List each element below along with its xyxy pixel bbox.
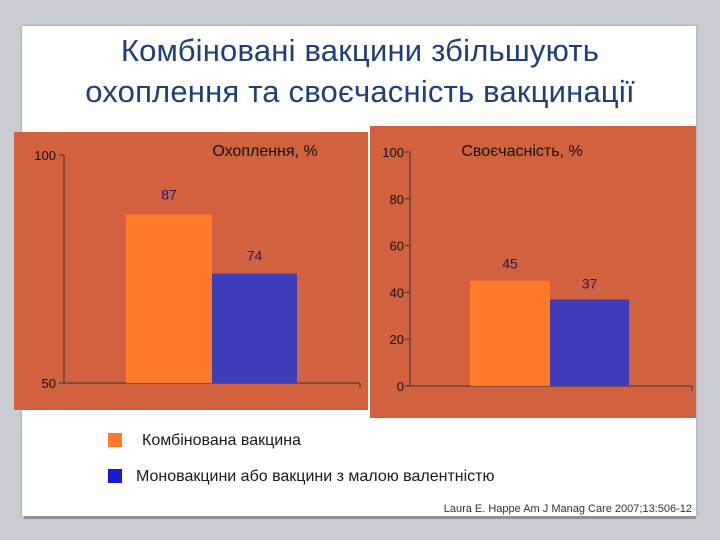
- timeliness-chart-title: Своєчасність, %: [461, 143, 582, 160]
- coverage-data-label-mono: 74: [247, 248, 263, 264]
- source-citation: Laura E. Happe Am J Manag Care 2007;13:5…: [443, 503, 692, 515]
- timeliness-y-tick-label: 0: [397, 379, 404, 394]
- legend-label-mono: Моновакцини або вакцини з малою валентні…: [136, 468, 495, 485]
- timeliness-data-label-mono: 37: [582, 275, 598, 291]
- coverage-data-label-combined: 87: [161, 186, 177, 202]
- legend-swatch-mono: [108, 469, 122, 483]
- timeliness-bar-mono: [550, 299, 629, 386]
- timeliness-y-tick-label: 40: [390, 285, 404, 300]
- timeliness-y-tick-label: 60: [390, 239, 404, 254]
- timeliness-y-tick-label: 20: [390, 332, 404, 347]
- timeliness-y-tick-label: 80: [390, 192, 404, 207]
- timeliness-data-label-combined: 45: [502, 256, 518, 272]
- slide-title: Комбіновані вакцини збільшують охоплення…: [0, 30, 720, 112]
- timeliness-y-tick-label: 100: [382, 145, 404, 160]
- coverage-y-tick-label: 100: [34, 148, 56, 163]
- legend-swatch-combined: [108, 433, 122, 447]
- title-line-1: Комбіновані вакцини збільшують: [120, 33, 600, 68]
- coverage-bar-mono: [212, 273, 297, 383]
- footer-rule: [24, 516, 696, 519]
- coverage-bar-combined: [126, 214, 212, 383]
- timeliness-bar-combined: [470, 280, 550, 386]
- title-line-2: охоплення та своєчасність вакцинації: [85, 74, 635, 109]
- coverage-chart-title: Охоплення, %: [212, 143, 317, 160]
- coverage-y-tick-label: 50: [42, 376, 56, 391]
- legend-label-combined: Комбінована вакцина: [142, 432, 301, 449]
